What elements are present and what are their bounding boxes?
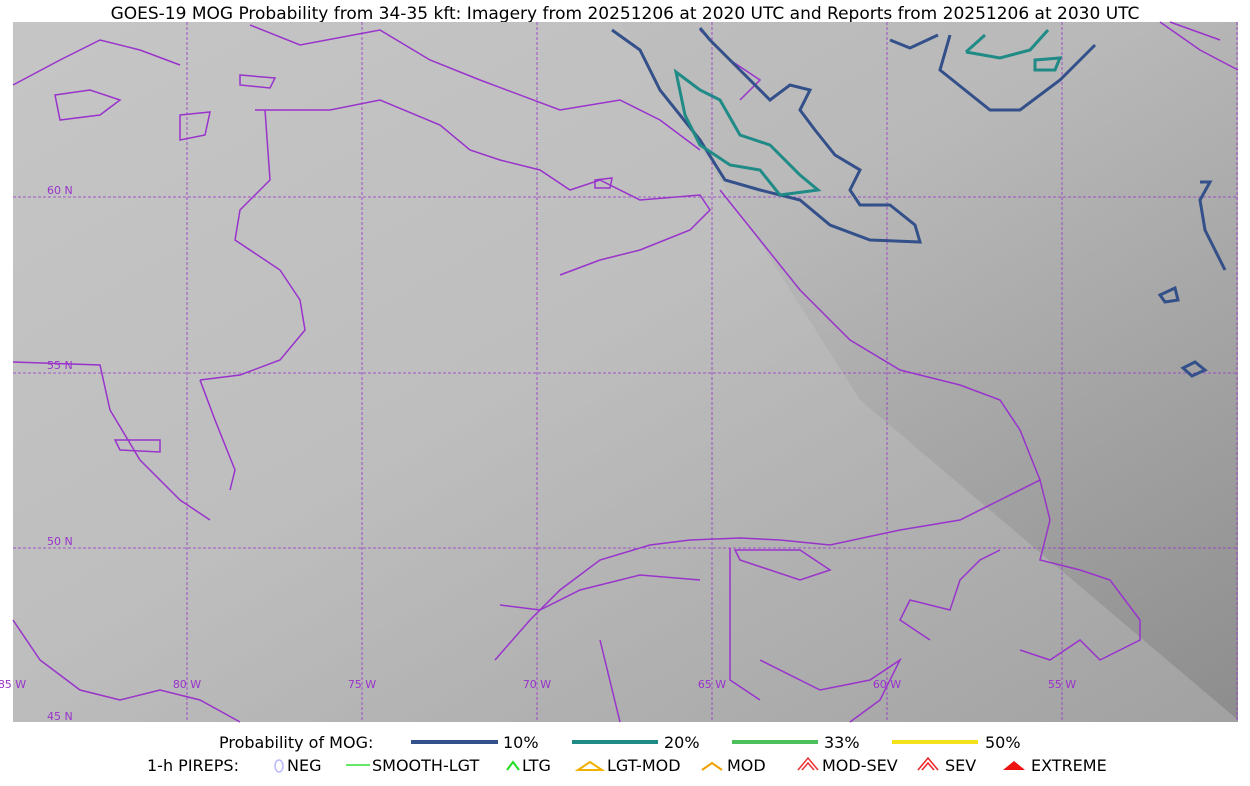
legend-label: LGT-MOD xyxy=(607,756,681,775)
lon-label: 70 W xyxy=(523,678,551,691)
lat-label: 45 N xyxy=(47,710,73,723)
legend-label: 20% xyxy=(664,733,700,752)
probability-contours xyxy=(611,27,1227,378)
pirep-icon xyxy=(274,759,284,773)
pirep-icon xyxy=(917,756,939,771)
pirep-icon xyxy=(574,760,606,771)
map: 60 N 55 N 50 N 45 N 85 W 80 W 75 W 70 W … xyxy=(0,21,1239,723)
lon-label: 75 W xyxy=(348,678,376,691)
latitude-labels: 60 N 55 N 50 N 45 N xyxy=(47,184,73,723)
lon-label: 55 W xyxy=(1048,678,1076,691)
legend-label: SMOOTH-LGT xyxy=(372,756,479,775)
legend-label: 50% xyxy=(985,733,1021,752)
lon-label: 60 W xyxy=(873,678,901,691)
legend-label: MOD-SEV xyxy=(822,756,898,775)
pirep-icon xyxy=(506,760,520,771)
legend-title: 1-h PIREPS: xyxy=(147,756,239,775)
lat-label: 60 N xyxy=(47,184,73,197)
lon-label: 80 W xyxy=(173,678,201,691)
lat-label: 50 N xyxy=(47,535,73,548)
legend-label: NEG xyxy=(287,756,321,775)
lat-label: 55 N xyxy=(47,359,73,372)
longitude-labels: 85 W 80 W 75 W 70 W 65 W 60 W 55 W xyxy=(0,678,1076,691)
pirep-icon xyxy=(797,756,819,771)
legend-label: MOD xyxy=(727,756,766,775)
pirep-icon xyxy=(701,761,723,771)
legend-title: Probability of MOG: xyxy=(219,733,373,752)
legend: Probability of MOG: 10% 20% 33% 50% 1-h … xyxy=(147,733,1107,775)
title: GOES-19 MOG Probability from 34-35 kft: … xyxy=(111,4,1140,24)
satellite-imagery xyxy=(13,22,1238,722)
legend-label: EXTREME xyxy=(1031,756,1107,775)
legend-label: 10% xyxy=(503,733,539,752)
lon-label: 65 W xyxy=(698,678,726,691)
legend-label: 33% xyxy=(824,733,860,752)
lon-label: 85 W xyxy=(0,678,26,691)
legend-label: LTG xyxy=(522,756,551,775)
coastlines xyxy=(12,21,1239,723)
legend-label: SEV xyxy=(945,756,976,775)
pirep-icon xyxy=(1003,761,1025,770)
